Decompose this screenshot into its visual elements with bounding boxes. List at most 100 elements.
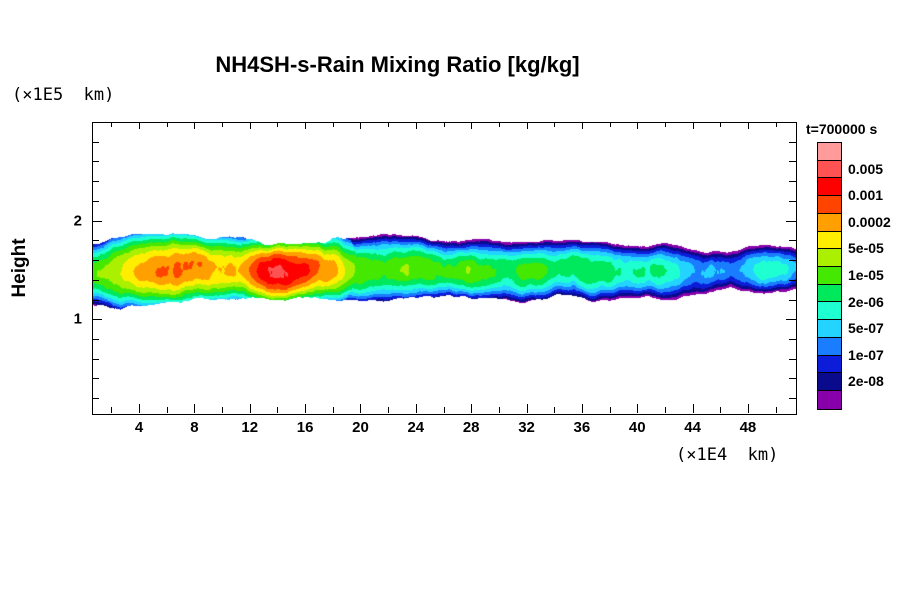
x-major-tick-top: [637, 122, 638, 129]
page-title: NH4SH-s-Rain Mixing Ratio [kg/kg]: [215, 52, 580, 77]
x-major-tick: [139, 404, 140, 413]
x-major-tick-top: [360, 122, 361, 129]
y-minor-tick-right: [789, 240, 796, 241]
colorbar-label: 1e-07: [848, 346, 884, 363]
colorbar-band: [818, 213, 841, 232]
x-tick-label: 44: [684, 419, 701, 436]
x-major-tick-top: [527, 122, 528, 129]
x-major-tick: [527, 404, 528, 413]
y-minor-tick: [92, 378, 99, 379]
colorbar-band: [818, 143, 841, 161]
x-axis-unit-label: (×1E4 km): [676, 445, 779, 465]
y-axis-unit-label: (×1E5 km): [12, 85, 115, 105]
x-major-tick: [305, 404, 306, 413]
x-minor-tick-top: [444, 122, 445, 127]
x-minor-tick: [665, 407, 666, 413]
colorbar-band: [818, 231, 841, 250]
x-minor-tick: [388, 407, 389, 413]
y-minor-tick: [92, 280, 99, 281]
y-minor-tick: [92, 142, 99, 143]
y-tick-label: 1: [73, 310, 82, 328]
colorbar-label: 0.005: [848, 160, 884, 177]
y-major-tick-right: [786, 319, 796, 320]
x-tick-label: 20: [352, 419, 369, 436]
x-tick-label: 40: [628, 419, 646, 436]
x-tick-label: 24: [407, 419, 425, 436]
y-minor-tick: [92, 181, 99, 182]
x-minor-tick-top: [610, 122, 611, 127]
x-minor-tick-top: [499, 122, 500, 127]
colorbar-label: 2e-08: [848, 373, 884, 390]
colorbar-band: [818, 178, 841, 197]
x-major-tick-top: [416, 122, 417, 129]
x-minor-tick: [610, 407, 611, 413]
heatmap-field: [93, 123, 796, 414]
x-major-tick-top: [250, 122, 251, 129]
y-minor-tick: [92, 161, 99, 162]
colorbar-band: [818, 284, 841, 303]
y-major-tick: [92, 221, 102, 222]
x-minor-tick: [720, 407, 721, 413]
x-tick-label: 48: [739, 419, 757, 436]
x-major-tick: [194, 404, 195, 413]
colorbar-label: 5e-07: [848, 320, 884, 337]
colorbar-label: 0.001: [848, 187, 884, 204]
x-major-tick-top: [471, 122, 472, 129]
colorbar-band: [818, 355, 841, 374]
y-minor-tick: [92, 240, 99, 241]
colorbar: [817, 142, 842, 410]
x-minor-tick: [111, 407, 112, 413]
x-minor-tick: [222, 407, 223, 413]
x-tick-label: 16: [296, 419, 314, 436]
x-major-tick: [582, 404, 583, 413]
colorbar-band: [818, 196, 841, 214]
x-minor-tick-top: [554, 122, 555, 127]
y-minor-tick: [92, 201, 99, 202]
y-minor-tick-right: [789, 300, 796, 301]
x-tick-label: 32: [518, 419, 535, 436]
x-minor-tick: [776, 407, 777, 413]
x-minor-tick-top: [222, 122, 223, 127]
x-major-tick-top: [305, 122, 306, 129]
y-minor-tick-right: [789, 378, 796, 379]
y-minor-tick-right: [789, 161, 796, 162]
y-minor-tick: [92, 359, 99, 360]
y-minor-tick-right: [789, 339, 796, 340]
x-tick-label: 28: [462, 419, 480, 436]
x-minor-tick-top: [388, 122, 389, 127]
x-major-tick: [360, 404, 361, 413]
y-minor-tick: [92, 339, 99, 340]
colorbar-label: 2e-06: [848, 293, 884, 310]
y-minor-tick-right: [789, 201, 796, 202]
colorbar-tick-labels: 0.005 0.001 0.0002 5e-05 1e-05 2e-06 5e-07 1e-0…: [848, 142, 900, 408]
x-minor-tick-top: [776, 122, 777, 127]
colorbar-band: [818, 391, 841, 409]
x-minor-tick: [167, 407, 168, 413]
colorbar-band: [818, 302, 841, 321]
y-minor-tick-right: [789, 260, 796, 261]
colorbar-band: [818, 267, 841, 285]
y-tick-label: 2: [73, 212, 82, 230]
y-minor-tick-right: [789, 280, 796, 281]
plot-area: [92, 122, 797, 415]
x-minor-tick: [277, 407, 278, 413]
time-stamp-label: t=700000 s: [806, 121, 878, 137]
x-minor-tick-top: [333, 122, 334, 127]
colorbar-label: 5e-05: [848, 240, 884, 257]
y-minor-tick: [92, 398, 99, 399]
x-tick-label: 8: [190, 419, 199, 436]
colorbar-label: 0.0002: [848, 213, 891, 230]
colorbar-band: [818, 320, 841, 338]
y-axis-title: Height: [9, 238, 30, 298]
y-minor-tick-right: [789, 359, 796, 360]
x-minor-tick: [499, 407, 500, 413]
y-major-tick: [92, 319, 102, 320]
y-minor-tick-right: [789, 398, 796, 399]
x-major-tick: [471, 404, 472, 413]
x-major-tick-top: [748, 122, 749, 129]
x-major-tick-top: [139, 122, 140, 129]
x-minor-tick: [333, 407, 334, 413]
colorbar-label: 1e-05: [848, 267, 884, 283]
y-minor-tick: [92, 300, 99, 301]
